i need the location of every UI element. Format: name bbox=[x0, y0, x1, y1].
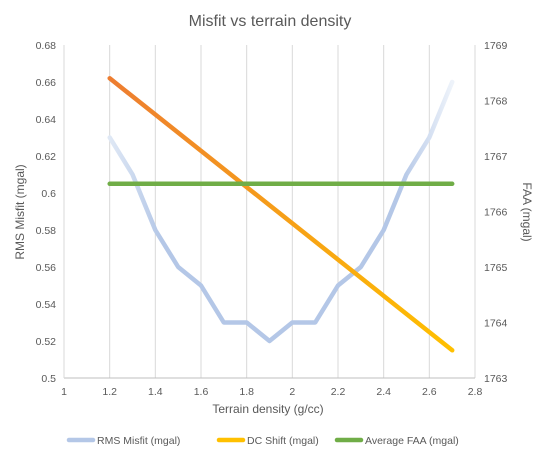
x-tick-label: 2 bbox=[289, 386, 295, 398]
x-tick-label: 1.4 bbox=[148, 386, 163, 398]
x-tick-label: 1 bbox=[61, 386, 67, 398]
legend-label: DC Shift (mgal) bbox=[247, 435, 319, 447]
y2-tick-label: 1763 bbox=[484, 373, 508, 385]
y2-tick-labels: 1763 1764 1765 1766 1767 1768 1769 bbox=[484, 40, 508, 385]
legend-label: Average FAA (mgal) bbox=[365, 435, 459, 447]
y-tick-label: 0.54 bbox=[36, 299, 57, 311]
series-lines bbox=[107, 76, 455, 353]
y-tick-label: 0.62 bbox=[36, 151, 57, 163]
series-line-rms-misfit-mgal bbox=[107, 79, 455, 344]
y-tick-label: 0.68 bbox=[36, 40, 57, 52]
y-tick-label: 0.6 bbox=[41, 188, 56, 200]
y-tick-labels: 0.5 0.52 0.54 0.56 0.58 0.6 0.62 0.64 0.66 0.68 bbox=[36, 40, 57, 385]
x-tick-label: 1.6 bbox=[194, 386, 209, 398]
axes bbox=[63, 45, 475, 379]
y2-axis-title: FAA (mgal) bbox=[520, 182, 534, 241]
legend-label: RMS Misfit (mgal) bbox=[97, 435, 180, 447]
x-axis-title: Terrain density (g/cc) bbox=[212, 402, 323, 416]
gridlines bbox=[63, 45, 476, 378]
y-tick-label: 0.52 bbox=[36, 336, 57, 348]
y2-tick-label: 1768 bbox=[484, 96, 508, 108]
y-tick-label: 0.58 bbox=[36, 225, 57, 237]
y-axis-title: RMS Misfit (mgal) bbox=[13, 164, 27, 259]
x-tick-label: 2.4 bbox=[376, 386, 391, 398]
y2-tick-label: 1766 bbox=[484, 207, 508, 219]
x-tick-label: 2.6 bbox=[422, 386, 437, 398]
x-tick-label: 1.2 bbox=[102, 386, 117, 398]
y2-tick-label: 1764 bbox=[484, 318, 508, 330]
x-tick-label: 2.8 bbox=[468, 386, 483, 398]
y2-tick-label: 1769 bbox=[484, 40, 508, 52]
legend: RMS Misfit (mgal) DC Shift (mgal) Average … bbox=[66, 435, 459, 447]
series-line-dc-shift-mgal bbox=[107, 76, 455, 353]
y2-tick-label: 1765 bbox=[484, 262, 508, 274]
y-tick-label: 0.5 bbox=[41, 373, 56, 385]
x-tick-label: 2.2 bbox=[331, 386, 346, 398]
y2-tick-label: 1767 bbox=[484, 151, 508, 163]
chart-title: Misfit vs terrain density bbox=[189, 13, 352, 30]
y-tick-label: 0.66 bbox=[36, 77, 57, 89]
y-tick-label: 0.56 bbox=[36, 262, 57, 274]
y-tick-label: 0.64 bbox=[36, 114, 57, 126]
x-tick-label: 1.8 bbox=[239, 386, 254, 398]
x-tick-labels: 1 1.2 1.4 1.6 1.8 2 2.2 2.4 2.6 2.8 bbox=[61, 386, 482, 398]
